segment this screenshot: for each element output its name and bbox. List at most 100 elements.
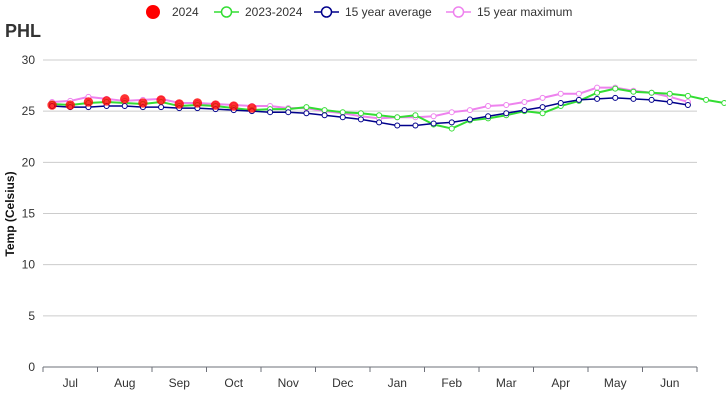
data-point[interactable] xyxy=(539,104,546,111)
y-tick-label: 25 xyxy=(22,104,36,118)
data-point[interactable] xyxy=(376,119,383,126)
data-point[interactable] xyxy=(321,107,328,114)
data-point[interactable] xyxy=(612,94,619,101)
data-point[interactable] xyxy=(394,122,401,129)
data-point[interactable] xyxy=(229,101,239,111)
data-point[interactable] xyxy=(666,98,673,105)
data-point[interactable] xyxy=(65,100,75,110)
data-point[interactable] xyxy=(557,90,564,97)
data-point[interactable] xyxy=(485,113,492,120)
data-point[interactable] xyxy=(503,102,510,109)
data-point[interactable] xyxy=(630,88,637,95)
data-point[interactable] xyxy=(430,113,437,120)
legend-item[interactable]: 2023-2024 xyxy=(214,5,303,19)
data-point[interactable] xyxy=(412,122,419,129)
data-point[interactable] xyxy=(539,110,546,117)
data-point[interactable] xyxy=(466,116,473,123)
data-point[interactable] xyxy=(630,95,637,102)
legend-label: 15 year average xyxy=(345,5,432,19)
series-line xyxy=(51,97,689,127)
data-point[interactable] xyxy=(156,95,166,105)
x-tick-label: Mar xyxy=(496,376,517,390)
series-2024 xyxy=(47,94,257,113)
data-point[interactable] xyxy=(303,104,310,111)
legend-item[interactable]: 15 year average xyxy=(314,5,432,19)
legend-item[interactable]: 2024 xyxy=(146,5,199,19)
data-point[interactable] xyxy=(357,110,364,117)
data-point[interactable] xyxy=(648,89,655,96)
data-point[interactable] xyxy=(210,100,221,110)
x-tick-label: Dec xyxy=(332,376,353,390)
data-point[interactable] xyxy=(394,114,401,121)
legend-marker xyxy=(320,6,333,18)
data-point[interactable] xyxy=(285,109,292,116)
data-point[interactable] xyxy=(684,102,691,109)
data-point[interactable] xyxy=(485,103,492,110)
y-tick-label: 0 xyxy=(28,360,35,374)
legend: 2024 2023-2024 15 year average 15 year maxi… xyxy=(146,5,572,19)
x-tick-label: Jul xyxy=(63,376,78,390)
data-point[interactable] xyxy=(684,92,691,99)
y-tick-label: 15 xyxy=(22,207,36,221)
legend-label: 2024 xyxy=(172,5,199,19)
data-point[interactable] xyxy=(448,125,455,132)
legend-label: 15 year maximum xyxy=(477,5,572,19)
data-point[interactable] xyxy=(430,120,437,127)
data-point[interactable] xyxy=(557,99,564,106)
data-point[interactable] xyxy=(47,100,57,110)
legend-marker xyxy=(452,6,465,18)
y-tick-label: 20 xyxy=(22,155,36,169)
data-point[interactable] xyxy=(339,114,346,121)
series xyxy=(47,84,726,132)
data-point[interactable] xyxy=(267,109,274,116)
y-tick-label: 30 xyxy=(22,53,36,67)
data-point[interactable] xyxy=(448,119,455,126)
data-point[interactable] xyxy=(594,95,601,102)
data-point[interactable] xyxy=(703,96,710,103)
data-point[interactable] xyxy=(721,99,726,106)
data-point[interactable] xyxy=(666,90,673,97)
data-point[interactable] xyxy=(321,112,328,119)
data-point[interactable] xyxy=(503,110,510,117)
data-point[interactable] xyxy=(575,96,582,103)
data-point[interactable] xyxy=(521,107,528,114)
data-point[interactable] xyxy=(339,109,346,116)
data-point[interactable] xyxy=(521,98,528,105)
data-point[interactable] xyxy=(539,94,546,101)
data-point[interactable] xyxy=(192,98,203,108)
data-point[interactable] xyxy=(376,112,383,119)
data-point[interactable] xyxy=(120,94,130,104)
x-tick-label: Jan xyxy=(388,376,407,390)
y-axis-label-group: Temp (Celsius) xyxy=(3,171,17,256)
data-point[interactable] xyxy=(412,112,419,119)
data-point[interactable] xyxy=(594,89,601,96)
data-point[interactable] xyxy=(594,84,601,91)
data-point[interactable] xyxy=(121,103,128,110)
data-point[interactable] xyxy=(158,104,165,111)
data-point[interactable] xyxy=(83,97,94,107)
data-point[interactable] xyxy=(247,103,257,113)
data-point[interactable] xyxy=(466,107,473,114)
data-point[interactable] xyxy=(575,90,582,97)
x-tick-label: Aug xyxy=(114,376,135,390)
x-tick-label: Apr xyxy=(551,376,570,390)
data-point[interactable] xyxy=(648,96,655,103)
legend-marker xyxy=(146,5,160,19)
x-tick-label: Sep xyxy=(169,376,191,390)
data-point[interactable] xyxy=(101,96,112,106)
legend-label: 2023-2024 xyxy=(245,5,303,19)
data-point[interactable] xyxy=(448,109,455,116)
chart-title: PHL xyxy=(5,21,41,41)
data-point[interactable] xyxy=(612,85,619,92)
data-point[interactable] xyxy=(303,110,310,117)
data-point[interactable] xyxy=(138,98,148,108)
data-point[interactable] xyxy=(357,116,364,123)
legend-item[interactable]: 15 year maximum xyxy=(446,5,572,19)
x-tick-label: Nov xyxy=(278,376,299,390)
axes: 0 5 10 15 20 25 30 Jul Aug Sep Oct Nov Dec Jan Feb Mar A… xyxy=(22,53,698,390)
x-tick-label: May xyxy=(604,376,627,390)
data-point[interactable] xyxy=(174,99,184,109)
x-tick-label: Jun xyxy=(660,376,679,390)
